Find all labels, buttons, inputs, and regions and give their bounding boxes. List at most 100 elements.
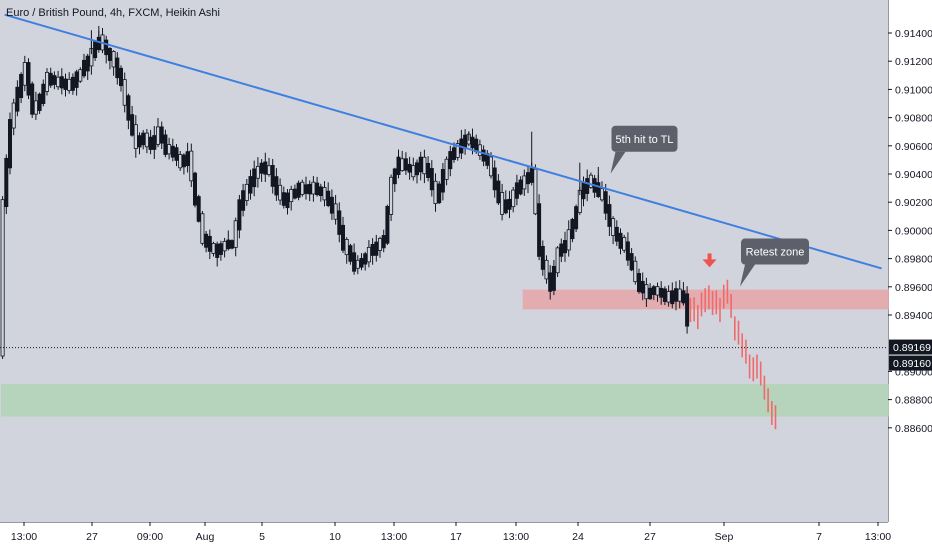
candle-body <box>289 189 294 203</box>
price-tick-label: 0.90400 <box>895 169 932 181</box>
projected-bar <box>715 290 718 315</box>
projected-bar <box>737 320 740 345</box>
candle-body <box>359 257 364 268</box>
price-tick-label: 0.90200 <box>895 197 932 209</box>
candle-body <box>19 74 24 99</box>
candle-body <box>278 184 283 201</box>
candle-body <box>85 55 90 72</box>
projected-bar <box>708 285 710 310</box>
overlays-layer: 5th hit to TL Retest zone <box>0 13 888 349</box>
candle-body <box>163 134 168 155</box>
time-axis-background <box>0 522 888 550</box>
callout-retest-zone[interactable]: Retest zone <box>740 238 809 287</box>
candle-body <box>518 179 523 195</box>
time-tick-label: 13:00 <box>11 531 37 543</box>
candle-body <box>492 167 497 191</box>
price-tick-label: 0.88800 <box>895 395 932 407</box>
candle-body <box>622 237 627 251</box>
candle-body <box>507 198 512 210</box>
candle-body <box>640 280 645 294</box>
candle-body <box>7 119 12 169</box>
candle-body <box>348 245 353 262</box>
time-tick-label: 17 <box>450 531 462 543</box>
candle-body <box>274 176 279 196</box>
candle-body <box>281 192 286 206</box>
candle-body <box>174 147 179 161</box>
projected-bar <box>711 291 714 315</box>
candle-body <box>0 199 5 357</box>
candle-body <box>588 174 593 188</box>
candle-body <box>104 39 109 56</box>
candle-body <box>344 239 349 256</box>
candle-body <box>570 218 575 240</box>
projected-bar <box>763 375 766 400</box>
candle-body <box>107 47 112 61</box>
candle-body <box>403 158 408 171</box>
trendline[interactable] <box>4 13 882 270</box>
candle-body <box>655 286 660 296</box>
current-price-badge: 0.89169 <box>889 339 932 355</box>
candle-body <box>414 162 419 176</box>
down-arrow-icon <box>702 253 717 268</box>
candle-body <box>400 158 405 171</box>
projected-bar <box>767 388 769 413</box>
price-axis[interactable]: 0.91400 0.91200 0.91000 0.90800 0.90600 0.904… <box>888 28 932 435</box>
candle-body <box>463 134 468 149</box>
candle-body <box>644 284 649 300</box>
candle-body <box>585 178 590 194</box>
candle-body <box>451 147 456 160</box>
candle-body <box>255 165 260 179</box>
candle-body <box>41 83 46 105</box>
projected-bar <box>774 405 777 430</box>
candle-body <box>363 253 368 265</box>
candle-body <box>563 240 568 254</box>
candle-body <box>307 183 312 195</box>
candle-body <box>4 157 9 208</box>
candle-body <box>352 252 357 272</box>
candle-body <box>674 288 679 302</box>
candle-body <box>407 163 412 173</box>
projected-bar <box>689 298 692 323</box>
candle-body <box>130 114 135 136</box>
candle-body <box>122 79 127 106</box>
time-axis[interactable]: 13:00 27 09:00 Aug 5 10 13:00 17 13:00 24 27 Sep 7 13… <box>11 522 891 543</box>
price-tick-label: 0.90000 <box>895 225 932 237</box>
candle-body <box>226 239 231 250</box>
time-tick-label: 7 <box>816 531 822 543</box>
candle-body <box>625 241 630 261</box>
candle-body <box>303 184 308 194</box>
callout-5th-hit[interactable]: 5th hit to TL <box>610 125 678 174</box>
projected-bar <box>726 279 729 304</box>
plot-background <box>0 0 888 522</box>
candle-body <box>111 51 116 68</box>
candle-body <box>144 132 149 148</box>
candle-body <box>618 232 623 249</box>
candle-body <box>544 259 549 280</box>
candle-body <box>181 154 186 168</box>
candle-body <box>119 67 124 87</box>
candle-body <box>11 102 16 129</box>
candle-body <box>63 78 68 90</box>
candle-body <box>422 156 427 175</box>
candle-body <box>52 75 57 85</box>
candle-body <box>152 135 157 150</box>
candle-body <box>366 246 371 263</box>
chart-title: Euro / British Pound, 4h, FXCM, Heikin A… <box>6 7 220 19</box>
candle-body <box>337 210 342 235</box>
candle-body <box>126 95 131 121</box>
candle-body <box>26 62 31 96</box>
candle-body <box>437 183 442 204</box>
candle-body <box>59 76 64 89</box>
candle-body <box>155 126 160 145</box>
candle-body <box>33 100 38 115</box>
candle-body <box>611 218 616 236</box>
candle-body <box>548 272 553 292</box>
candle-body <box>82 59 87 77</box>
candle-body <box>670 290 675 305</box>
candle-body <box>241 190 246 211</box>
projected-bar <box>748 354 751 379</box>
current-price-badge-label: 0.89169 <box>893 342 931 354</box>
candle-body <box>607 204 612 227</box>
candle-body <box>196 196 201 222</box>
